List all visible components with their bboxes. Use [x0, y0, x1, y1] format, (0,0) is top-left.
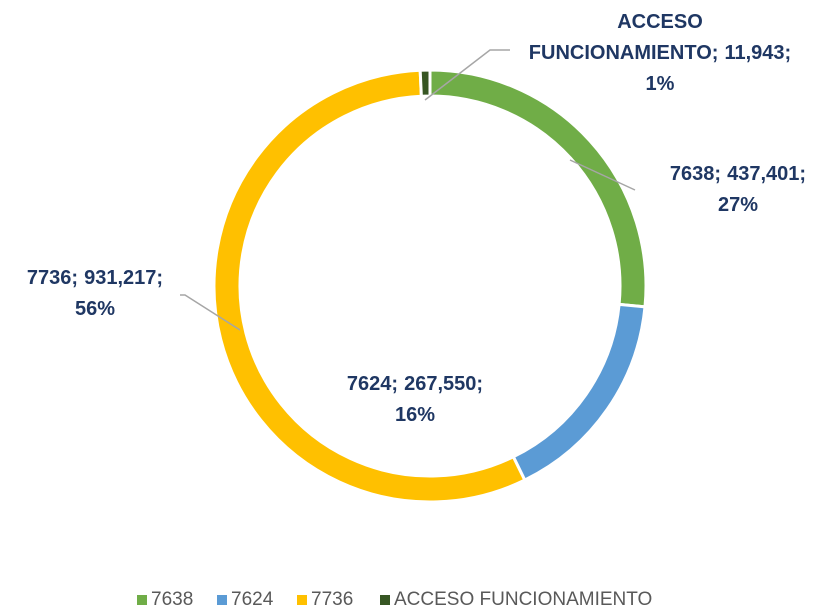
label-category: ACCESO FUNCIONAMIENTO [529, 11, 712, 64]
data-label: 7624; 267,550; 16% [347, 373, 483, 426]
data-label: 7736; 931,217; 56% [27, 267, 163, 320]
leader-line [424, 49, 510, 101]
label-category: 7736 [27, 267, 72, 289]
legend-swatch [297, 595, 307, 605]
label-value: 437,401 [727, 163, 799, 185]
label-category-line: ACCESO [617, 11, 703, 33]
data-label: ACCESO FUNCIONAMIENTO; 11,943; 1% [529, 11, 791, 95]
label-separator: ; [71, 267, 78, 289]
legend-label: 7624 [231, 589, 274, 610]
label-percent: 27% [718, 194, 758, 216]
label-separator: ; [785, 42, 792, 64]
label-value: 11,943 [724, 42, 784, 64]
donut-slice [418, 68, 432, 98]
data-label: 7638; 437,401; 27% [670, 163, 806, 216]
label-separator: ; [712, 42, 719, 64]
legend-swatch [217, 595, 227, 605]
donut-slice [212, 68, 527, 504]
label-value: 931,217 [84, 267, 156, 289]
legend-label: 7638 [151, 589, 193, 610]
label-separator: ; [156, 267, 163, 289]
donut-slice [428, 68, 648, 309]
label-percent: 56% [75, 298, 115, 320]
legend-swatch [137, 595, 147, 605]
legend-swatch [380, 595, 390, 605]
donut-slice [511, 302, 647, 483]
label-category-line: FUNCIONAMIENTO [529, 42, 712, 64]
legend-label: 7736 [311, 589, 353, 610]
leader-line [569, 159, 636, 191]
label-separator: ; [714, 163, 721, 185]
label-value: 267,550 [404, 373, 476, 395]
label-category: 7638 [670, 163, 715, 185]
legend-label: ACCESO FUNCIONAMIENTO [394, 589, 652, 610]
label-separator: ; [799, 163, 806, 185]
label-separator: ; [476, 373, 483, 395]
label-percent: 16% [395, 404, 435, 426]
leader-line [180, 294, 241, 331]
label-category: 7624 [347, 373, 392, 395]
label-percent: 1% [646, 73, 675, 95]
label-separator: ; [391, 373, 398, 395]
